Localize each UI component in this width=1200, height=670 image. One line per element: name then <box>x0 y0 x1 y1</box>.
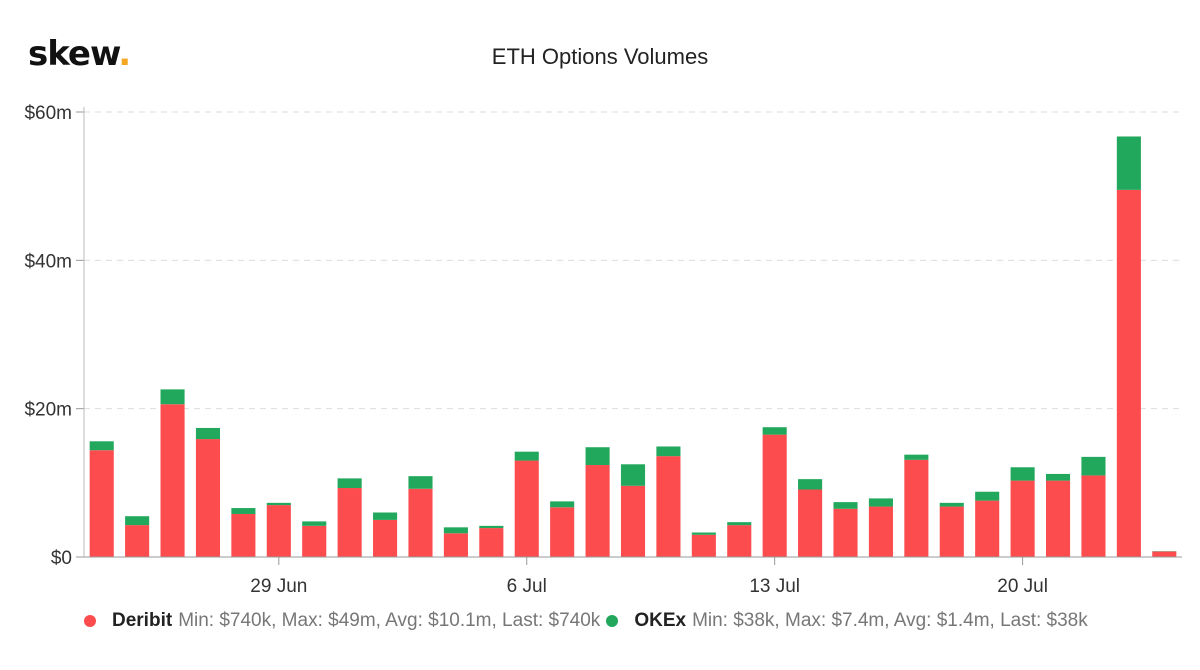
deribit-bar <box>727 525 752 557</box>
deribit-bar <box>443 533 468 557</box>
deribit-bar <box>762 434 787 558</box>
grid-lines <box>84 111 1182 410</box>
deribit-bar <box>195 439 221 557</box>
okex-legend-stats: Min: $38k, Max: $7.4m, Avg: $1.4m, Last:… <box>692 610 1088 631</box>
okex-bar <box>762 427 787 435</box>
x-tick-label: 20 Jul <box>997 576 1048 597</box>
x-tick-label: 6 Jul <box>507 576 547 597</box>
okex-bar <box>89 441 114 451</box>
deribit-legend-name: Deribit <box>112 610 173 631</box>
deribit-legend-stats: Min: $740k, Max: $49m, Avg: $10.1m, Last… <box>178 610 601 631</box>
deribit-bar <box>620 485 646 557</box>
okex-bar <box>585 447 610 466</box>
okex-bar <box>904 454 929 460</box>
okex-bar <box>1045 473 1071 481</box>
deribit-bar <box>656 456 681 557</box>
deribit-bar <box>160 404 185 557</box>
deribit-bar <box>1010 480 1035 557</box>
okex-bar <box>231 508 256 514</box>
deribit-bar <box>1081 475 1106 557</box>
deribit-bar <box>231 513 256 557</box>
okex-bar <box>691 532 716 535</box>
deribit-bar <box>266 505 291 557</box>
okex-bar <box>939 502 964 507</box>
deribit-bar <box>302 525 327 557</box>
deribit-bar <box>868 506 893 557</box>
okex-bar <box>727 522 752 526</box>
okex-bar <box>160 389 185 405</box>
y-tick-label: $60m <box>24 103 72 124</box>
okex-bar <box>479 525 504 529</box>
okex-legend-name: OKEx <box>634 610 687 631</box>
okex-bar <box>125 516 150 526</box>
deribit-legend-dot <box>84 615 96 627</box>
deribit-bar <box>125 525 150 557</box>
legend-item-deribit[interactable]: Deribit Min: $740k, Max: $49m, Avg: $10.… <box>84 610 600 632</box>
legend: Deribit Min: $740k, Max: $49m, Avg: $10.… <box>84 610 1094 632</box>
y-tick-label: $20m <box>24 400 72 421</box>
deribit-bar <box>550 507 575 557</box>
deribit-bar <box>337 488 362 557</box>
deribit-bar <box>479 528 504 557</box>
legend-item-okex[interactable]: OKEx Min: $38k, Max: $7.4m, Avg: $1.4m, … <box>606 610 1088 632</box>
okex-bar <box>833 502 858 509</box>
y-tick-label: $0 <box>51 548 72 569</box>
skew-logo: skew. <box>28 34 131 74</box>
deribit-bar <box>1045 480 1071 557</box>
deribit-bar <box>939 506 964 557</box>
deribit-bar <box>691 534 716 557</box>
x-axis: 29 Jun 6 Jul 13 Jul 20 Jul <box>84 556 1182 597</box>
okex-bar <box>266 502 291 506</box>
okex-bar <box>1116 136 1141 190</box>
deribit-bar <box>1116 189 1141 558</box>
deribit-bar <box>408 488 433 557</box>
bar-chart: $0 $20m $40m $60m 29 Jun 6 Jul 13 Jul 20 Jul <box>24 103 1182 597</box>
okex-bar <box>373 512 398 520</box>
deribit-bar <box>585 465 610 557</box>
deribit-bar <box>975 500 1000 557</box>
bars <box>89 136 1177 558</box>
okex-bar <box>302 521 327 526</box>
okex-bar <box>408 476 433 489</box>
deribit-bar <box>373 519 398 557</box>
okex-bar <box>656 446 681 457</box>
x-tick-label: 13 Jul <box>749 576 800 597</box>
okex-bar <box>868 498 893 507</box>
y-tick-label: $40m <box>24 251 72 272</box>
okex-bar <box>337 478 362 489</box>
okex-bar <box>975 491 1000 501</box>
okex-legend-dot <box>606 615 619 627</box>
deribit-bar <box>833 508 858 557</box>
okex-bar <box>1081 456 1106 476</box>
deribit-bar <box>798 489 823 557</box>
okex-bar <box>514 451 539 461</box>
x-tick-label: 29 Jun <box>250 576 307 597</box>
deribit-bar <box>514 460 539 557</box>
okex-bar <box>550 501 575 508</box>
deribit-bar <box>89 450 114 557</box>
okex-bar <box>1010 467 1035 481</box>
okex-bar <box>195 427 221 440</box>
okex-bar <box>798 479 823 490</box>
deribit-bar <box>1152 551 1177 557</box>
y-axis: $0 $20m $40m $60m <box>24 103 85 569</box>
okex-bar <box>620 464 646 486</box>
chart-title: ETH Options Volumes <box>491 44 709 69</box>
deribit-bar <box>904 459 929 557</box>
okex-bar <box>443 527 468 534</box>
